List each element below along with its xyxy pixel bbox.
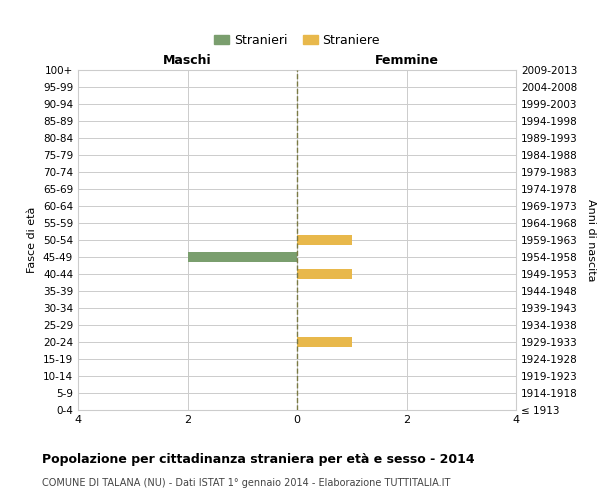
- Bar: [187, 252, 297, 262]
- Text: Femmine: Femmine: [374, 54, 439, 66]
- Y-axis label: Anni di nascita: Anni di nascita: [586, 198, 596, 281]
- Bar: [297, 269, 352, 279]
- Text: COMUNE DI TALANA (NU) - Dati ISTAT 1° gennaio 2014 - Elaborazione TUTTITALIA.IT: COMUNE DI TALANA (NU) - Dati ISTAT 1° ge…: [42, 478, 451, 488]
- Legend: Stranieri, Straniere: Stranieri, Straniere: [209, 28, 385, 52]
- Text: Popolazione per cittadinanza straniera per età e sesso - 2014: Popolazione per cittadinanza straniera p…: [42, 452, 475, 466]
- Y-axis label: Fasce di età: Fasce di età: [28, 207, 37, 273]
- Bar: [297, 235, 352, 245]
- Text: Maschi: Maschi: [163, 54, 212, 66]
- Bar: [297, 337, 352, 347]
